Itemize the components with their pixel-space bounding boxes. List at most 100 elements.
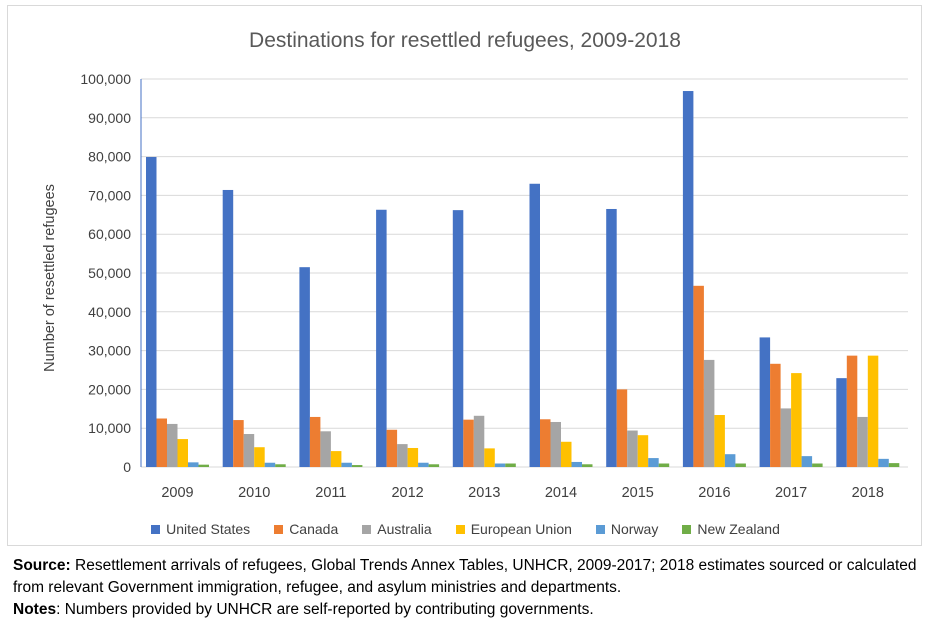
bar-new-zealand-2016 <box>735 463 746 467</box>
bar-united-states-2016 <box>682 91 694 467</box>
bar-australia-2012 <box>397 444 408 467</box>
bar-canada-2015 <box>616 389 628 467</box>
x-tick-label: 2017 <box>775 485 807 501</box>
legend-swatch <box>455 524 465 534</box>
bar-australia-2010 <box>243 434 255 467</box>
bar-european-union-2010 <box>254 447 265 467</box>
y-tick-label: 70,000 <box>88 187 131 203</box>
bar-new-zealand-2015 <box>658 463 670 467</box>
bar-norway-2014 <box>571 461 582 467</box>
y-tick-label: 50,000 <box>88 265 131 281</box>
source-label: Source: <box>13 557 71 574</box>
bar-united-states-2015 <box>606 208 617 468</box>
y-tick-label: 0 <box>123 459 131 475</box>
bar-new-zealand-2010 <box>275 464 286 467</box>
bar-european-union-2009 <box>177 439 188 467</box>
bar-canada-2016 <box>693 285 704 467</box>
bar-new-zealand-2013 <box>505 463 516 467</box>
legend: United States Canada Australia European Uni… <box>8 521 923 537</box>
bar-norway-2016 <box>724 454 736 467</box>
bar-norway-2011 <box>341 462 352 467</box>
legend-item: United States <box>151 521 250 537</box>
bar-new-zealand-2018 <box>888 463 900 467</box>
bar-canada-2012 <box>386 429 398 467</box>
y-tick-label: 60,000 <box>88 226 131 242</box>
bar-european-union-2011 <box>330 451 342 467</box>
x-tick-label: 2010 <box>238 485 270 501</box>
bar-new-zealand-2017 <box>812 463 823 467</box>
bar-australia-2015 <box>627 430 638 467</box>
legend-label: Australia <box>377 521 432 537</box>
bar-australia-2018 <box>857 416 868 467</box>
bar-norway-2009 <box>188 462 199 467</box>
x-tick-label: 2013 <box>468 485 500 501</box>
bar-european-union-2012 <box>407 447 419 467</box>
gridlines <box>140 78 908 468</box>
bar-new-zealand-2011 <box>351 465 363 467</box>
legend-item: Canada <box>274 521 338 537</box>
chart-title: Destinations for resettled refugees, 200… <box>249 29 681 52</box>
y-tick-label: 30,000 <box>88 343 131 359</box>
bar-australia-2009 <box>167 423 178 467</box>
bar-united-states-2011 <box>299 267 310 467</box>
x-tick-label: 2012 <box>391 485 423 501</box>
bar-united-states-2013 <box>452 210 464 468</box>
source-note: Source: Resettlement arrivals of refugee… <box>13 555 943 599</box>
bar-canada-2013 <box>463 419 474 467</box>
bars <box>146 91 900 468</box>
bar-european-union-2016 <box>714 415 725 467</box>
notes-text: : Numbers provided by UNHCR are self-rep… <box>56 601 594 618</box>
legend-swatch <box>362 524 372 534</box>
legend-label: Canada <box>289 521 339 537</box>
x-tick-label: 2011 <box>315 485 346 501</box>
legend-label: European Union <box>470 521 572 537</box>
bar-australia-2013 <box>473 415 485 467</box>
x-tick-labels: 2009 2010 2011 2012 2013 2014 2015 2016 2017 2018 <box>161 485 884 501</box>
bar-canada-2009 <box>156 418 167 467</box>
bar-european-union-2015 <box>637 435 649 467</box>
bar-canada-2014 <box>540 419 551 467</box>
chart-frame: Destinations for resettled refugees, 200… <box>7 5 922 546</box>
bar-united-states-2010 <box>222 189 234 467</box>
legend-item: Australia <box>362 521 432 537</box>
x-tick-label: 2015 <box>622 485 654 501</box>
x-tick-label: 2018 <box>852 485 884 501</box>
bar-chart: Destinations for resettled refugees, 200… <box>42 29 908 501</box>
bar-norway-2013 <box>494 463 506 467</box>
bar-united-states-2012 <box>376 209 387 468</box>
bar-norway-2017 <box>801 456 813 467</box>
legend-item: European Union <box>455 521 572 537</box>
bar-new-zealand-2012 <box>428 464 440 467</box>
bar-new-zealand-2014 <box>582 464 593 467</box>
x-tick-label: 2014 <box>545 485 577 501</box>
x-tick-label: 2009 <box>161 485 193 501</box>
y-tick-label: 10,000 <box>88 420 131 436</box>
bar-european-union-2013 <box>484 448 495 467</box>
bar-canada-2018 <box>846 355 858 467</box>
x-tick-label: 2016 <box>698 485 730 501</box>
bar-united-states-2018 <box>836 378 847 467</box>
bar-united-states-2017 <box>759 337 771 467</box>
legend-label: United States <box>166 521 251 537</box>
legend-swatch <box>595 524 605 534</box>
bar-norway-2018 <box>878 458 889 467</box>
y-tick-label: 90,000 <box>88 110 131 126</box>
legend-swatch <box>151 524 161 534</box>
bar-australia-2017 <box>780 408 792 467</box>
source-text: Resettlement arrivals of refugees, Globa… <box>13 557 917 596</box>
y-tick-label: 100,000 <box>80 71 131 87</box>
bar-united-states-2009 <box>146 156 157 467</box>
y-tick-label: 20,000 <box>88 381 131 397</box>
bar-canada-2010 <box>233 420 244 467</box>
y-tick-label: 40,000 <box>88 304 131 320</box>
legend-item: Norway <box>595 521 659 537</box>
y-tick-label: 80,000 <box>88 149 131 165</box>
y-tick-labels: 0 10,000 20,000 30,000 40,000 50,000 60,000 70,… <box>80 71 131 475</box>
bar-australia-2016 <box>703 359 715 467</box>
notes-note: Notes: Numbers provided by UNHCR are sel… <box>13 599 943 621</box>
notes-label: Notes <box>13 601 57 618</box>
y-axis-label: Number of resettled refugees <box>42 184 58 372</box>
legend-label: Norway <box>610 521 659 537</box>
bar-canada-2017 <box>770 363 781 467</box>
bar-norway-2010 <box>264 462 276 467</box>
